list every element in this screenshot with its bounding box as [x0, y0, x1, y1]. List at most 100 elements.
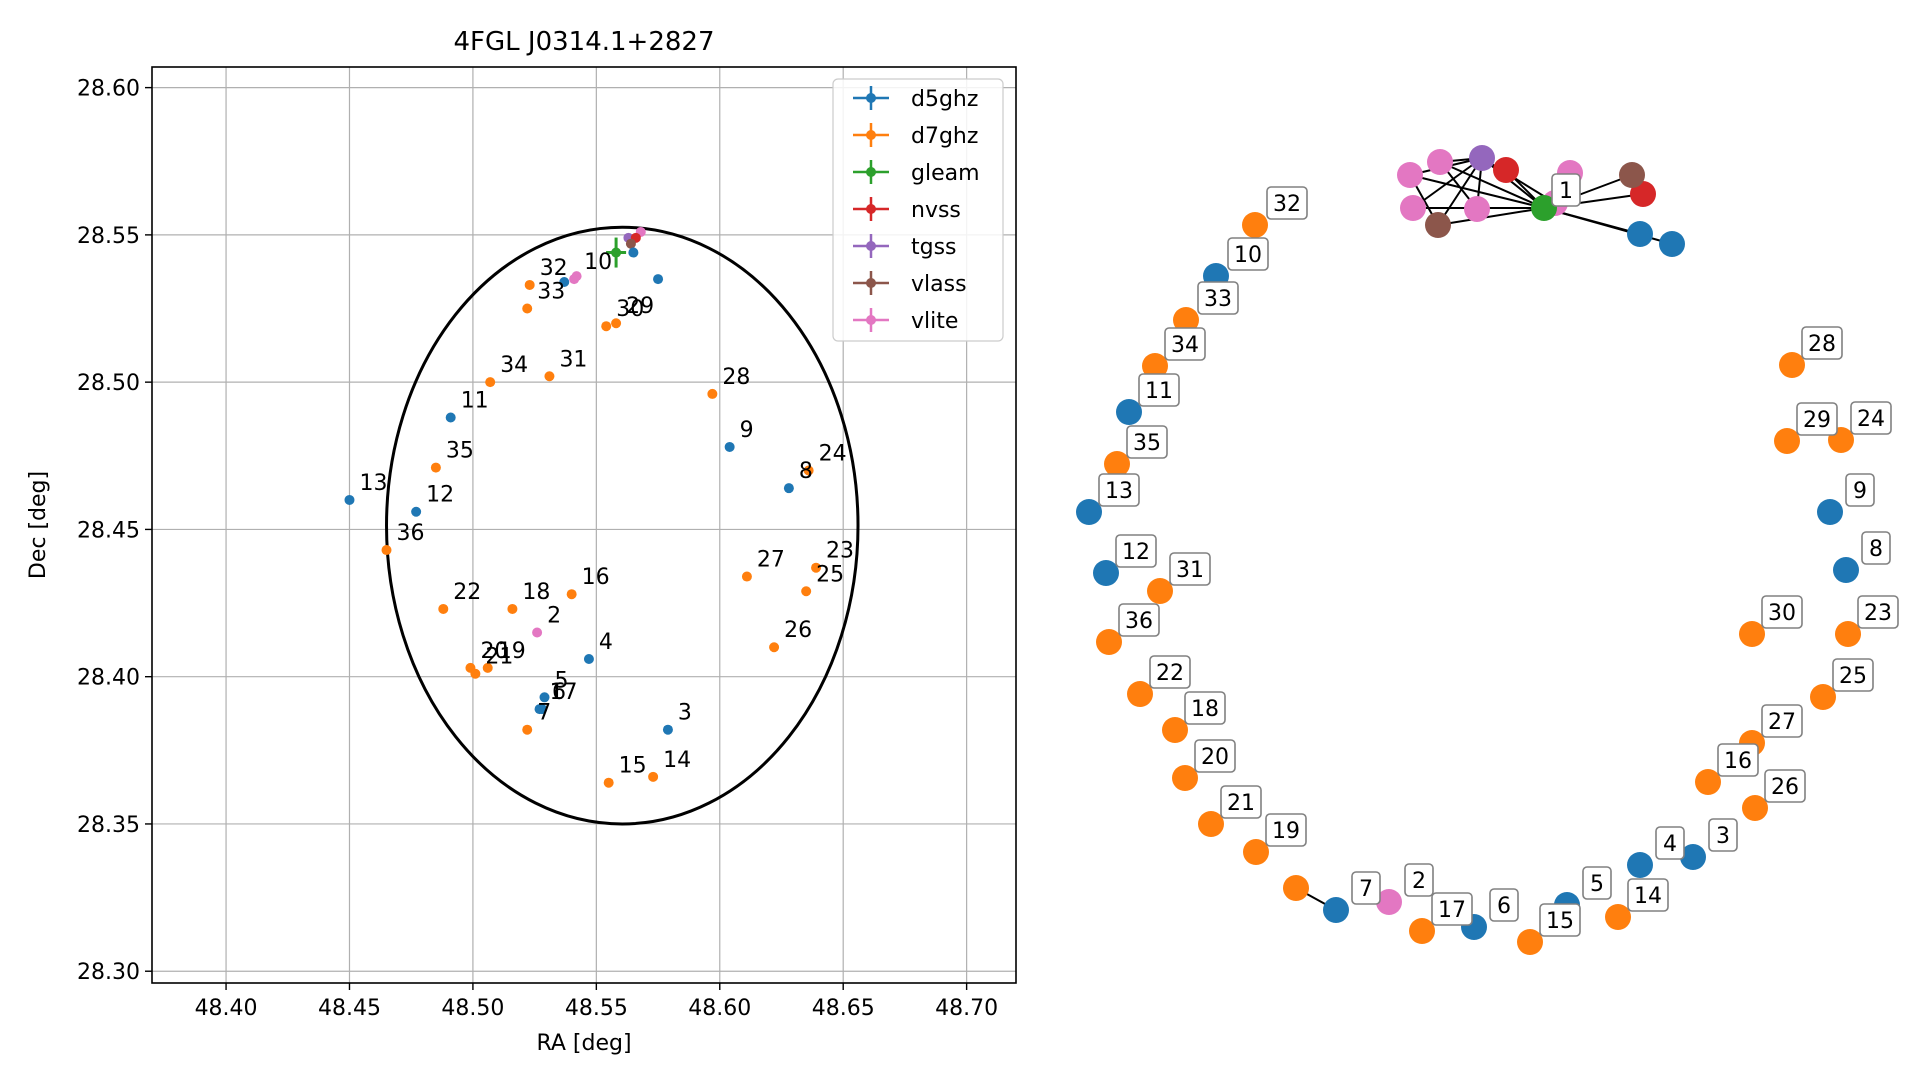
scatter-point-label: 22: [453, 580, 481, 605]
network-node-vlite: [1400, 195, 1426, 221]
network-label-box: [1796, 402, 1838, 436]
x-tick-label: 48.50: [441, 996, 504, 1021]
network-label-box: [1489, 888, 1519, 922]
scatter-point-label: 12: [426, 483, 454, 508]
scatter-point-33: [522, 303, 533, 314]
scatter-point-label: 18: [522, 580, 550, 605]
network-node-25: [1810, 684, 1836, 710]
network-node-label: 35: [1133, 431, 1161, 456]
network-node-23: [1835, 621, 1861, 647]
network-node-vlass: [1619, 162, 1645, 188]
legend-entry-vlite: vlite: [911, 309, 958, 334]
scatter-point-label: 9: [740, 418, 754, 443]
network-label-box: [1115, 534, 1157, 568]
network-node-4: [1627, 852, 1653, 878]
scatter-point-label: 31: [559, 347, 587, 372]
network-edge: [1437, 157, 1483, 226]
scatter-point-label: 24: [819, 442, 847, 467]
y-axis-ticks: 28.30 28.35 28.40 28.45 28.50 28.55 28.60: [77, 77, 152, 985]
network-node-label: 32: [1273, 192, 1301, 217]
scatter-point-13: [344, 494, 355, 505]
network-node-label: 26: [1771, 775, 1799, 800]
network-label-box: [1761, 595, 1803, 629]
network-node-21: [1198, 811, 1224, 837]
network-node-label: 4: [1663, 832, 1677, 857]
scatter-point-17: [534, 704, 545, 715]
network-label-box: [1266, 186, 1308, 220]
network-edge: [1409, 174, 1545, 209]
network-node-35: [1104, 451, 1130, 477]
scatter-point-18: [507, 603, 518, 614]
legend-items: d5ghz d7ghz gleam nvss tgss vlass vlite: [853, 86, 980, 334]
network-node-label: 21: [1227, 791, 1255, 816]
network-node-label: 17: [1438, 898, 1466, 923]
x-tick-label: 48.65: [812, 996, 875, 1021]
scatter-point-30: [601, 321, 612, 332]
legend: d5ghz d7ghz gleam nvss tgss vlass vlite: [832, 78, 1004, 342]
network-node-label: 9: [1853, 479, 1867, 504]
scatter-point-5: [539, 692, 550, 703]
scatter-point-label: 14: [663, 748, 691, 773]
network-node-label: 33: [1204, 287, 1232, 312]
scatter-point-label: 11: [461, 388, 489, 413]
chart-title: 4FGL J0314.1+2827: [454, 27, 715, 57]
network-node-19: [1243, 839, 1269, 865]
extra-point-gleam: [611, 247, 622, 258]
network-label-box: [1138, 373, 1180, 407]
network-label-box: [1832, 658, 1874, 692]
network-nodes: [1076, 145, 1861, 955]
scatter-point-24: [803, 465, 814, 476]
network-edge: [1437, 207, 1545, 226]
network-node-12: [1093, 560, 1119, 586]
scatter-point-15: [603, 777, 614, 788]
network-node-label: 36: [1125, 609, 1153, 634]
scatter-point-label: 3: [678, 701, 692, 726]
scatter-point-label: 28: [722, 365, 750, 390]
network-node-2: [1376, 889, 1402, 915]
extra-points: [559, 226, 664, 288]
scatter-point-31: [544, 371, 555, 382]
x-tick-label: 48.55: [565, 996, 628, 1021]
scatter-point-label: 6: [552, 680, 566, 705]
x-axis-ticks: 48.40 48.45 48.50 48.55 48.60 48.65 48.70: [195, 983, 998, 1021]
network-node-11: [1116, 399, 1142, 425]
scatter-point-21: [470, 668, 481, 679]
network-edge: [1481, 157, 1545, 209]
extra-point-d5ghz: [628, 247, 639, 258]
network-label-box: [1861, 531, 1891, 565]
x-tick-label: 48.40: [195, 996, 258, 1021]
network-label-box: [1764, 769, 1806, 803]
network-node-14: [1605, 904, 1631, 930]
network-node-label: 24: [1857, 407, 1885, 432]
network-label-box: [1404, 863, 1434, 897]
network-labels: 1234567891011121314151617181920212223242…: [1098, 173, 1899, 937]
legend-entry-tgss: tgss: [911, 235, 957, 260]
network-label-box: [1351, 871, 1381, 905]
y-tick-label: 28.45: [77, 518, 140, 543]
scatter-point-label: 19: [498, 639, 526, 664]
scatter-point-label: 2: [547, 604, 561, 629]
legend-marker-dot: [866, 167, 876, 177]
network-node-30: [1739, 621, 1765, 647]
legend-entry-nvss: nvss: [911, 198, 961, 223]
x-tick-label: 48.70: [935, 996, 998, 1021]
network-label-box: [1164, 327, 1206, 361]
scatter-point-11: [445, 412, 456, 423]
legend-entry-vlass: vlass: [911, 272, 967, 297]
y-tick-label: 28.55: [77, 224, 140, 249]
network-label-box: [1126, 425, 1168, 459]
network-node-label: 27: [1768, 710, 1796, 735]
scatter-panel: 4FGL J0314.1+2827 48.40 48.45 48.50 48.55 48…: [26, 27, 1017, 1056]
scatter-point-label: 27: [757, 548, 785, 573]
scatter-point-27: [741, 571, 752, 582]
network-node-1: [1531, 195, 1557, 221]
network-node-8: [1833, 557, 1859, 583]
network-node-32: [1242, 212, 1268, 238]
network-label-box: [1845, 473, 1875, 507]
network-node-d5ghz: [1627, 221, 1653, 247]
scatter-point-label: 15: [619, 754, 647, 779]
network-node-15: [1517, 929, 1543, 955]
network-label-box: [1717, 743, 1759, 777]
scatter-point-label: 16: [582, 565, 610, 590]
scatter-point-36: [381, 545, 392, 556]
